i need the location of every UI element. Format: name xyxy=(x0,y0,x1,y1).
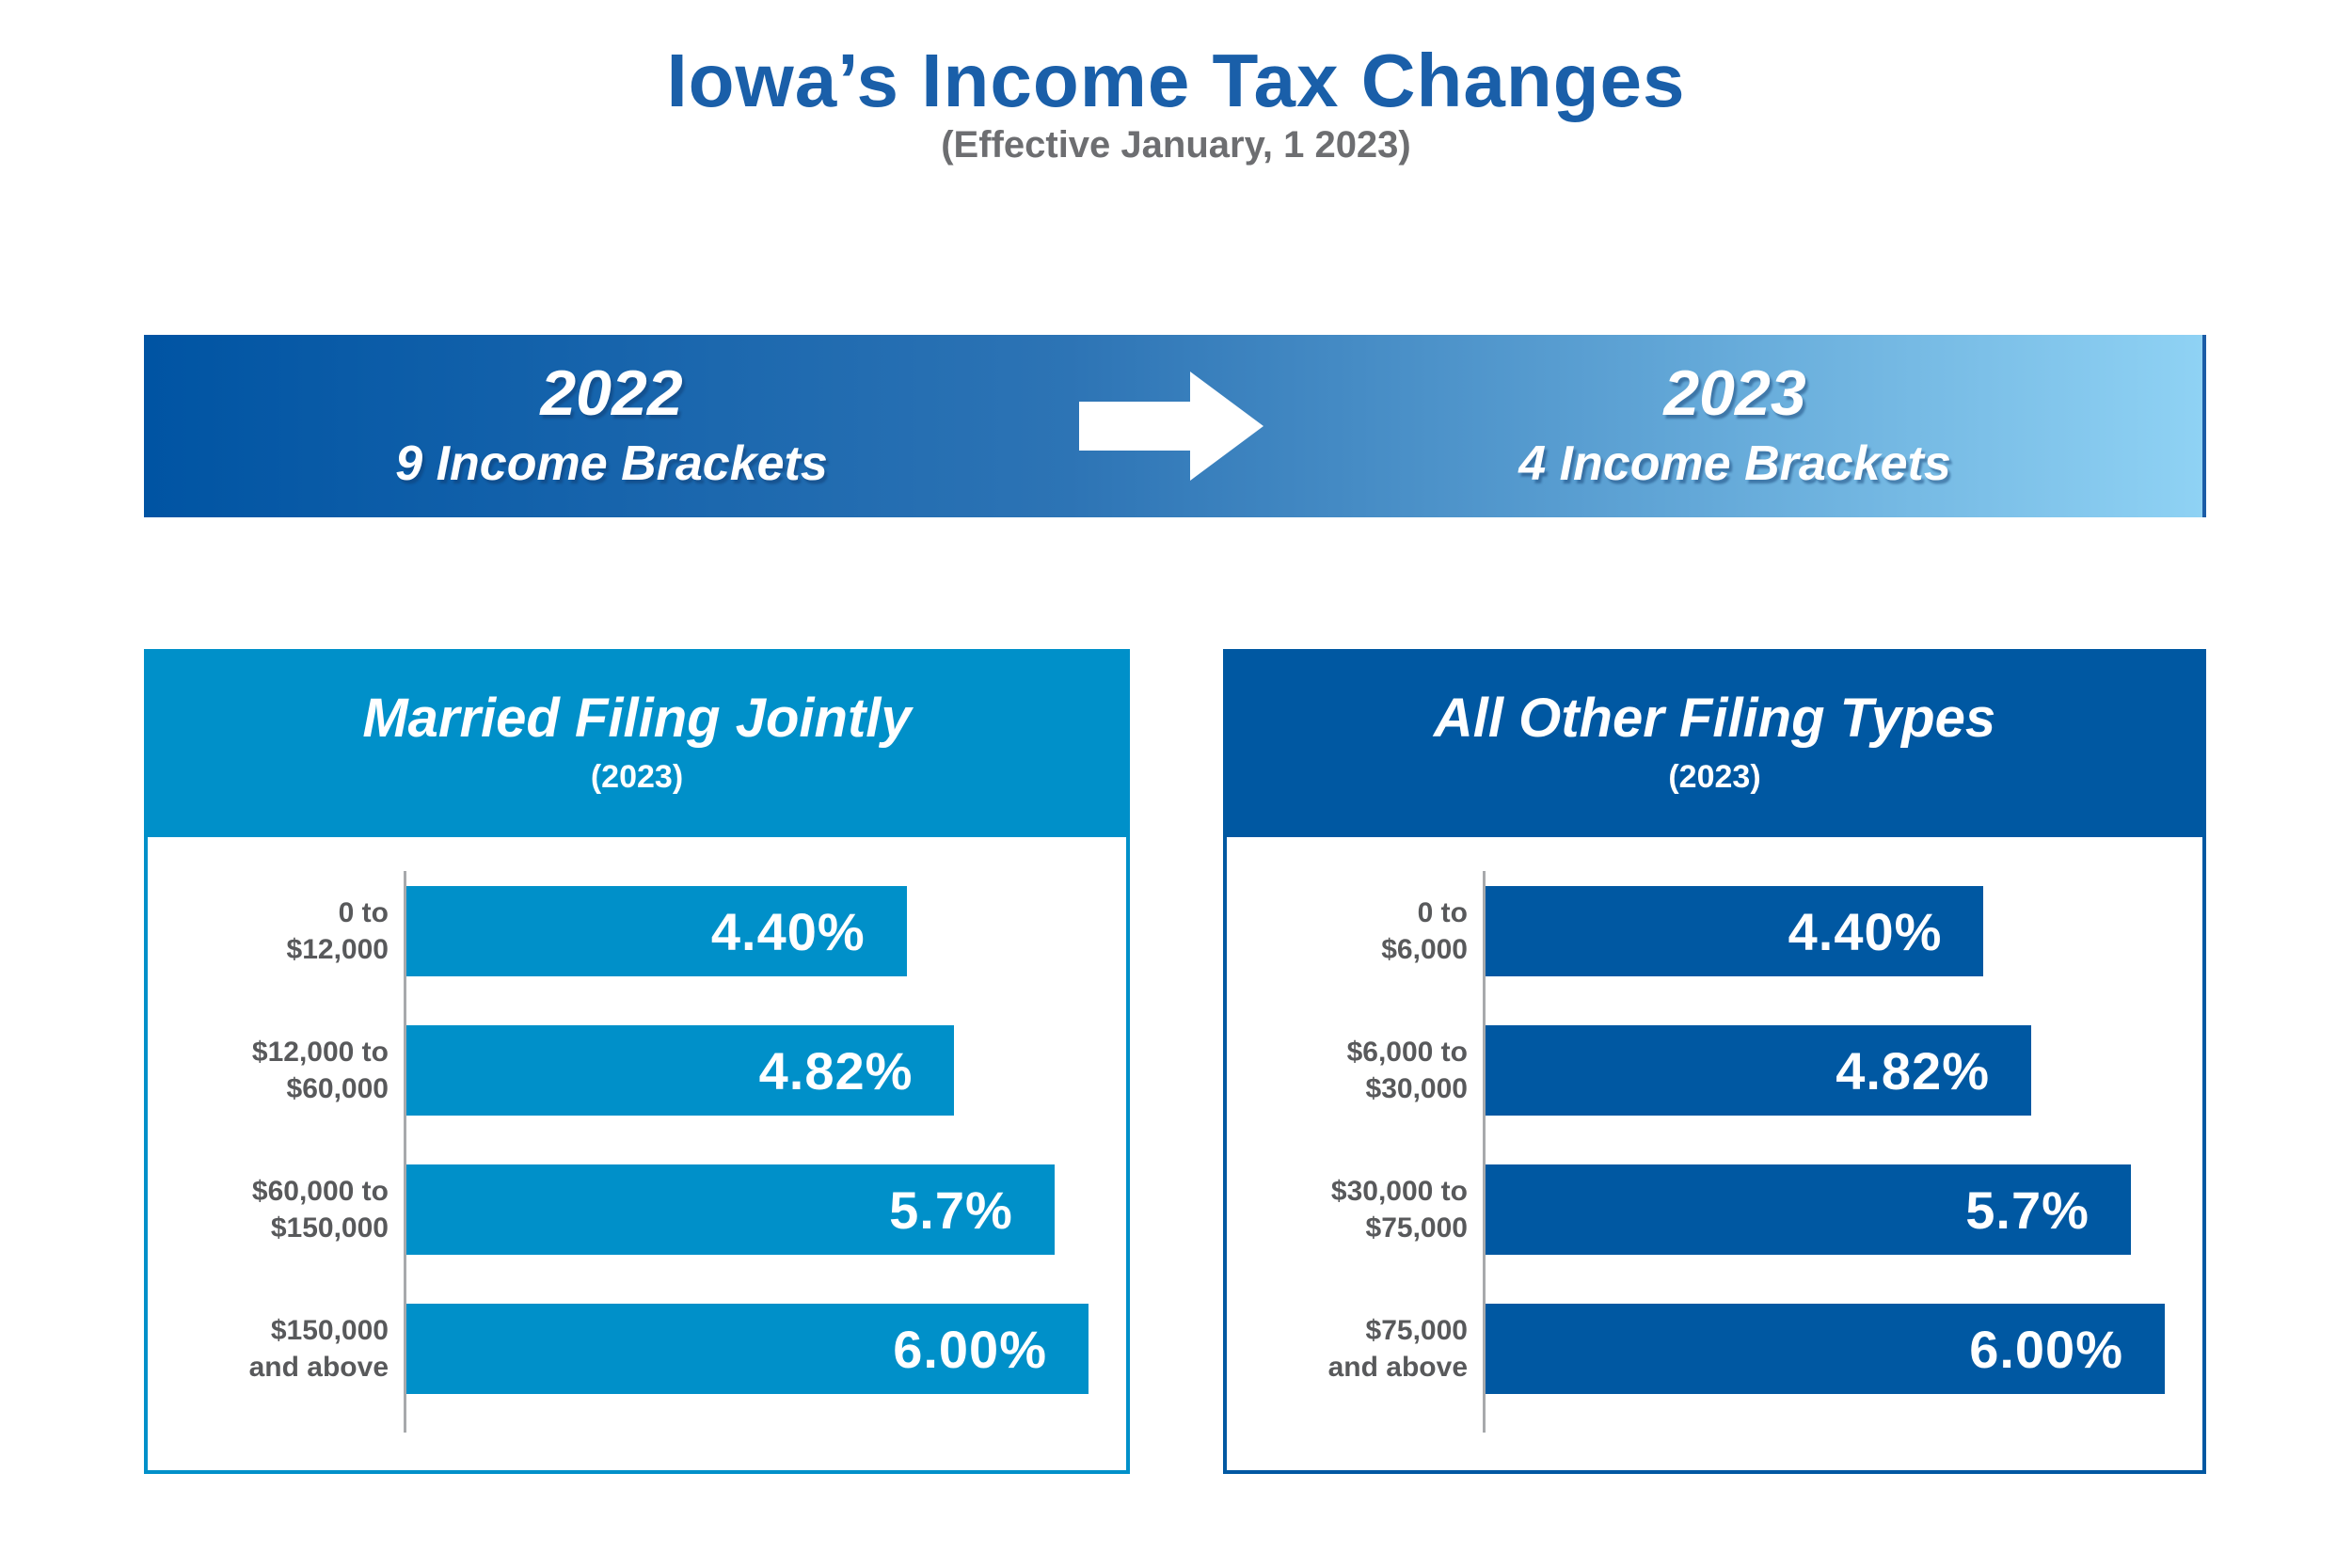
tax-rate-bar: 5.7% xyxy=(406,1164,1055,1255)
category-label: $30,000 to $75,000 xyxy=(1227,1173,1468,1246)
bar-area: 5.7% xyxy=(1486,1164,2165,1255)
axis-line xyxy=(1483,871,1486,1433)
bar-value-label: 4.82% xyxy=(758,1040,914,1101)
bar-value-label: 4.40% xyxy=(1788,901,1943,961)
category-label-line: $12,000 to xyxy=(251,1037,389,1068)
page-subtitle: (Effective January, 1 2023) xyxy=(941,124,1411,166)
axis-line xyxy=(404,871,406,1433)
chart-row: 0 to $12,000 4.40% xyxy=(148,886,1089,976)
bar-area: 4.40% xyxy=(406,886,1089,976)
category-label: 0 to $12,000 xyxy=(148,895,389,968)
panel-married-filing-jointly: Married Filing Jointly (2023) 0 to $12,00… xyxy=(144,649,1130,1474)
chart-married-filing-jointly: 0 to $12,000 4.40% $12,000 to $60,000 4.82% $6… xyxy=(144,837,1130,1474)
tax-rate-bar: 4.40% xyxy=(406,886,907,976)
bar-area: 4.40% xyxy=(1486,886,2165,976)
bar-value-label: 4.40% xyxy=(710,901,866,961)
category-label: $150,000 and above xyxy=(148,1312,389,1386)
panel-title: All Other Filing Types xyxy=(1433,687,1996,749)
bar-value-label: 6.00% xyxy=(1969,1319,2123,1379)
chart-row: $75,000 and above 6.00% xyxy=(1227,1304,2165,1394)
bar-area: 5.7% xyxy=(406,1164,1089,1255)
category-label-line: and above xyxy=(1327,1352,1468,1383)
tax-rate-bar: 4.82% xyxy=(406,1025,955,1116)
banner-2023-year: 2023 xyxy=(1663,357,1806,430)
category-label-line: $75,000 xyxy=(1365,1315,1468,1346)
category-label: 0 to $6,000 xyxy=(1227,895,1468,968)
bar-value-label: 6.00% xyxy=(893,1319,1047,1379)
bar-value-label: 5.7% xyxy=(889,1180,1013,1240)
page-title: Iowa’s Income Tax Changes xyxy=(666,39,1686,122)
category-label-line: $75,000 xyxy=(1365,1212,1468,1243)
panel-header-all-other-filing-types: All Other Filing Types (2023) xyxy=(1223,649,2206,837)
category-label-line: $60,000 xyxy=(286,1073,389,1104)
bar-value-label: 4.82% xyxy=(1836,1040,1990,1101)
tax-rate-bar: 4.40% xyxy=(1486,886,1984,976)
panel-header-married-filing-jointly: Married Filing Jointly (2023) xyxy=(144,649,1130,837)
banner-2022-block: 2022 9 Income Brackets xyxy=(144,357,1079,491)
chart-row: $6,000 to $30,000 4.82% xyxy=(1227,1025,2165,1116)
chart-row: $12,000 to $60,000 4.82% xyxy=(148,1025,1089,1116)
banner-2022-label: 9 Income Brackets xyxy=(395,436,828,491)
category-label-line: 0 to xyxy=(338,897,389,928)
tax-rate-bar: 6.00% xyxy=(1486,1304,2165,1394)
chart-row: $30,000 to $75,000 5.7% xyxy=(1227,1164,2165,1255)
chart-row: $150,000 and above 6.00% xyxy=(148,1304,1089,1394)
category-label-line: $150,000 xyxy=(270,1315,389,1346)
right-arrow-icon xyxy=(1079,372,1263,481)
bar-area: 6.00% xyxy=(406,1304,1089,1394)
bar-area: 4.82% xyxy=(406,1025,1089,1116)
category-label-line: $6,000 to xyxy=(1346,1037,1468,1068)
tax-rate-bar: 4.82% xyxy=(1486,1025,2031,1116)
chart-row: $60,000 to $150,000 5.7% xyxy=(148,1164,1089,1255)
category-label-line: 0 to xyxy=(1417,897,1468,928)
category-label: $12,000 to $60,000 xyxy=(148,1034,389,1107)
tax-rate-bar: 6.00% xyxy=(406,1304,1089,1394)
chart-all-other-filing-types: 0 to $6,000 4.40% $6,000 to $30,000 4.82% $30,… xyxy=(1223,837,2206,1474)
bar-area: 4.82% xyxy=(1486,1025,2165,1116)
tax-rate-bar: 5.7% xyxy=(1486,1164,2131,1255)
bar-value-label: 5.7% xyxy=(1965,1180,2090,1240)
year-transition-banner: 2022 9 Income Brackets 2023 4 Income Bra… xyxy=(144,335,2206,517)
category-label-line: $30,000 xyxy=(1365,1073,1468,1104)
bar-area: 6.00% xyxy=(1486,1304,2165,1394)
banner-2023-block: 2023 4 Income Brackets xyxy=(1267,357,2202,491)
category-label: $60,000 to $150,000 xyxy=(148,1173,389,1246)
category-label-line: $6,000 xyxy=(1381,934,1468,965)
banner-2023-label: 4 Income Brackets xyxy=(1518,436,1951,491)
category-label-line: $12,000 xyxy=(286,934,389,965)
panel-title: Married Filing Jointly xyxy=(362,687,912,749)
panel-year-subtitle: (2023) xyxy=(590,758,684,795)
category-label: $75,000 and above xyxy=(1227,1312,1468,1386)
panel-all-other-filing-types: All Other Filing Types (2023) 0 to $6,000… xyxy=(1223,649,2206,1474)
category-label-line: $150,000 xyxy=(270,1212,389,1243)
category-label-line: $30,000 to xyxy=(1330,1176,1468,1207)
category-label-line: and above xyxy=(248,1352,389,1383)
category-label-line: $60,000 to xyxy=(251,1176,389,1207)
banner-2022-year: 2022 xyxy=(540,357,683,430)
category-label: $6,000 to $30,000 xyxy=(1227,1034,1468,1107)
chart-row: 0 to $6,000 4.40% xyxy=(1227,886,2165,976)
panel-year-subtitle: (2023) xyxy=(1668,758,1761,795)
